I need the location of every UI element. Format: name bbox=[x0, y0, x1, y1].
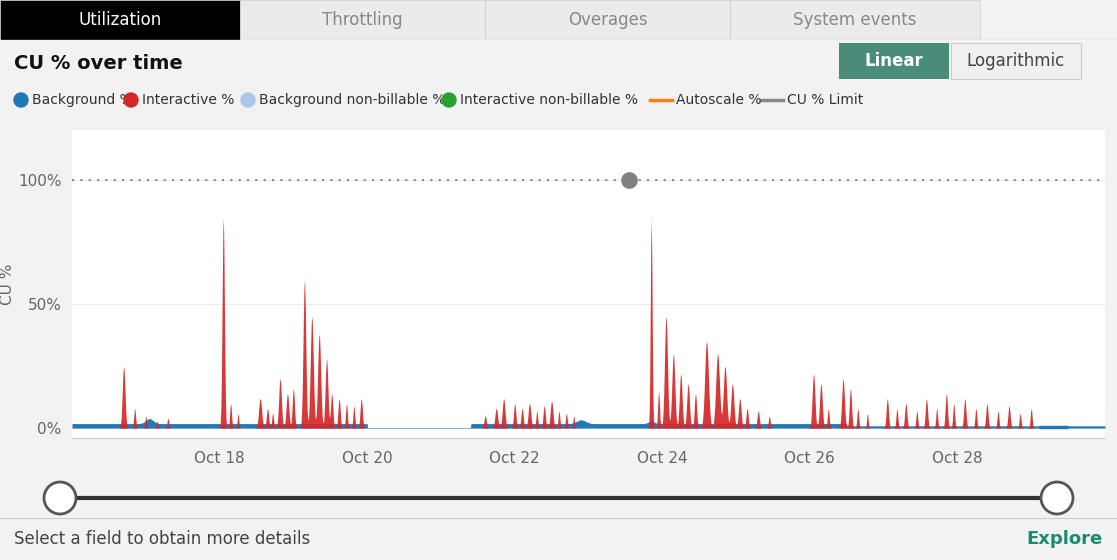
Circle shape bbox=[44, 482, 76, 514]
FancyBboxPatch shape bbox=[951, 43, 1081, 79]
Bar bbox=[240, 0, 485, 40]
Text: Utilization: Utilization bbox=[78, 11, 162, 29]
Bar bbox=[0, 0, 240, 40]
Text: CU % Limit: CU % Limit bbox=[787, 93, 863, 107]
Circle shape bbox=[1041, 482, 1073, 514]
Circle shape bbox=[15, 93, 28, 107]
Text: Logarithmic: Logarithmic bbox=[967, 52, 1066, 70]
Y-axis label: CU %: CU % bbox=[0, 263, 16, 305]
Bar bbox=[731, 0, 980, 40]
Text: Throttling: Throttling bbox=[322, 11, 403, 29]
Text: Background %: Background % bbox=[32, 93, 133, 107]
Text: Overages: Overages bbox=[567, 11, 648, 29]
Circle shape bbox=[124, 93, 139, 107]
Text: CU % over time: CU % over time bbox=[15, 54, 183, 73]
Text: Select a field to obtain more details: Select a field to obtain more details bbox=[15, 530, 311, 548]
Text: Interactive non-billable %: Interactive non-billable % bbox=[460, 93, 638, 107]
Text: Autoscale %: Autoscale % bbox=[676, 93, 762, 107]
Bar bbox=[485, 0, 731, 40]
Text: System events: System events bbox=[793, 11, 917, 29]
Text: Background non-billable %: Background non-billable % bbox=[259, 93, 446, 107]
Text: Explore: Explore bbox=[1027, 530, 1102, 548]
Text: Linear: Linear bbox=[865, 52, 924, 70]
Circle shape bbox=[241, 93, 255, 107]
Circle shape bbox=[442, 93, 456, 107]
Text: Interactive %: Interactive % bbox=[142, 93, 235, 107]
FancyBboxPatch shape bbox=[839, 43, 949, 79]
